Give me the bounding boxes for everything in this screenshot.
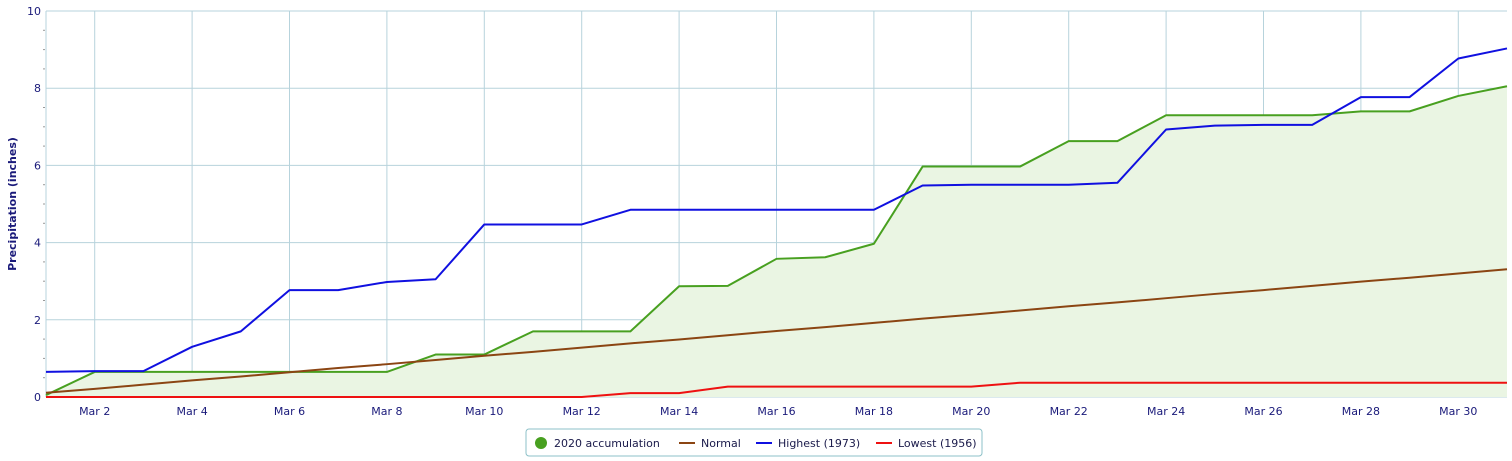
legend-marker-0 [535,437,547,449]
x-tick-label: Mar 12 [563,405,601,418]
legend: 2020 accumulation Normal Highest (1973) Low… [525,428,983,457]
y-axis-ticks: 0 2 4 6 8 10 [27,5,45,404]
x-tick-label: Mar 8 [371,405,402,418]
series-line-2 [45,47,1508,373]
x-tick-label: Mar 22 [1050,405,1088,418]
x-tick-label: Mar 24 [1147,405,1185,418]
series-area-0 [46,86,1507,398]
x-tick-label: Mar 26 [1244,405,1282,418]
series-lines-layer [45,47,1508,398]
y-tick-label: 6 [34,159,41,172]
x-tick-label: Mar 14 [660,405,698,418]
legend-label-3[interactable]: Lowest (1956) [898,437,977,450]
y-tick-label: 0 [34,391,41,404]
x-tick-label: Mar 18 [855,405,893,418]
legend-label-0[interactable]: 2020 accumulation [554,437,660,450]
y-tick-label: 2 [34,314,41,327]
y-tick-label: 10 [27,5,41,18]
legend-box [525,428,983,457]
x-tick-label: Mar 20 [952,405,990,418]
x-axis-ticks: Mar 2 Mar 4 Mar 6 Mar 8 Mar 10 Mar 12 Mar 14 Ma… [79,405,1477,418]
x-tick-label: Mar 16 [757,405,795,418]
y-tick-label: 4 [34,237,41,250]
area-fill-layer [46,86,1507,398]
legend-label-2[interactable]: Highest (1973) [778,437,860,450]
x-tick-label: Mar 30 [1439,405,1477,418]
series-line-1 [45,268,1508,394]
legend-label-1[interactable]: Normal [701,437,741,450]
x-tick-label: Mar 6 [274,405,305,418]
series-line-3 [46,381,1507,398]
y-axis-title: Precipitation (inches) [6,137,19,271]
x-tick-label: Mar 2 [79,405,110,418]
x-tick-label: Mar 28 [1342,405,1380,418]
y-tick-label: 8 [34,82,41,95]
x-tick-label: Mar 4 [176,405,207,418]
x-tick-label: Mar 10 [465,405,503,418]
